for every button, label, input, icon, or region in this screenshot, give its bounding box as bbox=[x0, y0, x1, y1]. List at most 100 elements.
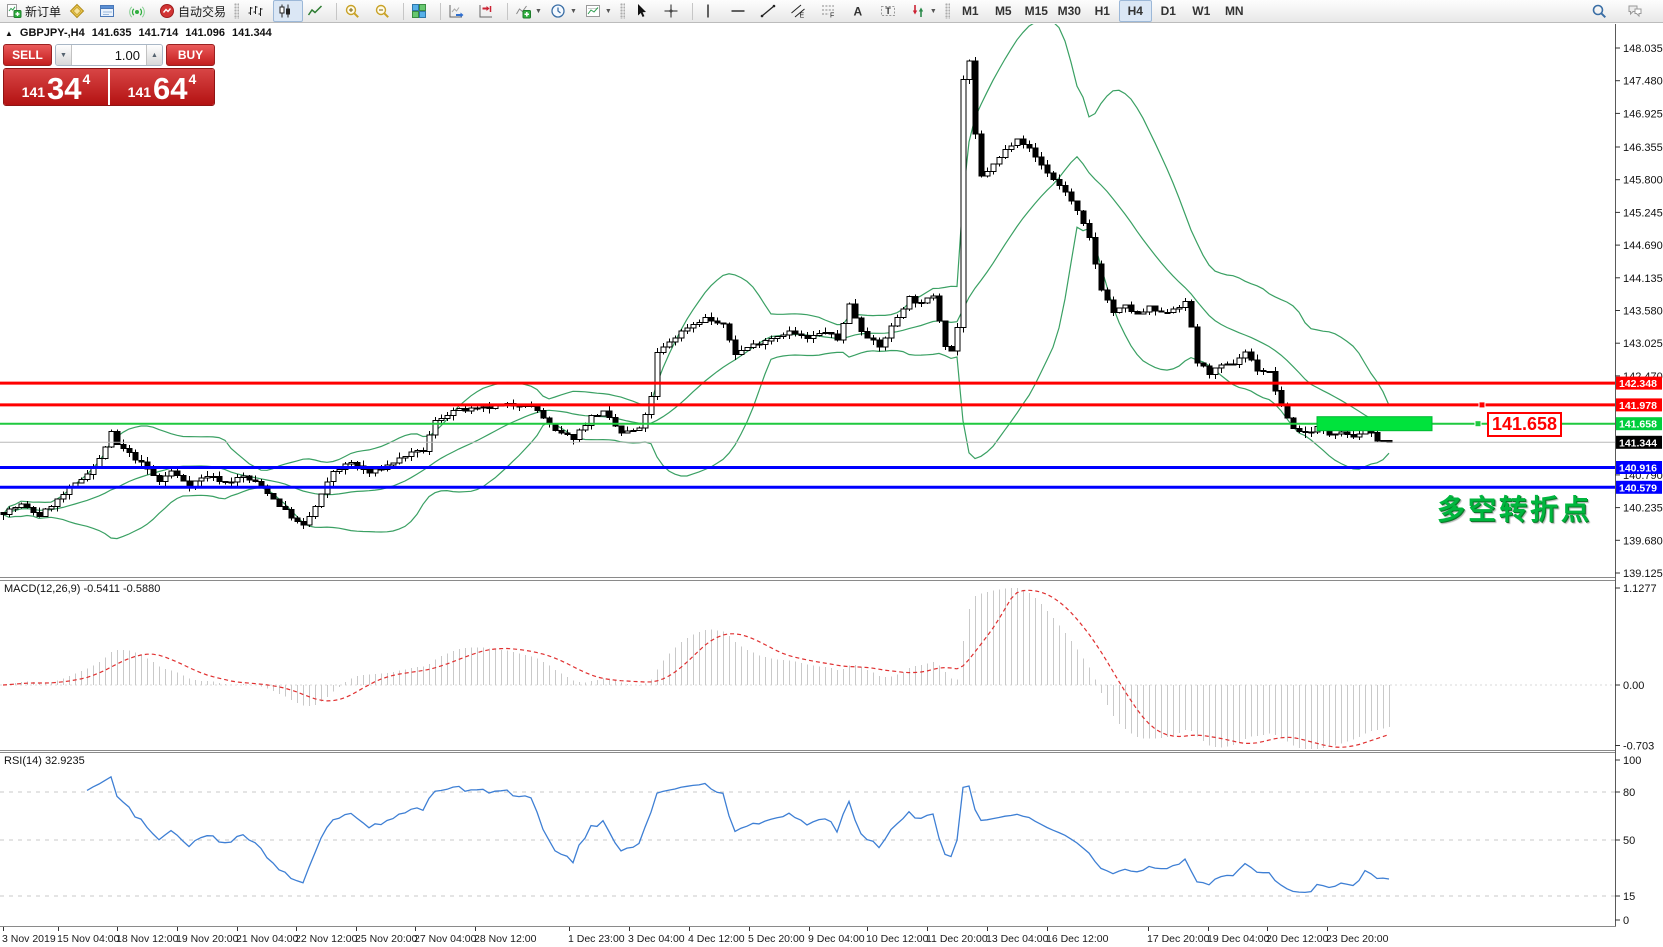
data-window-button[interactable] bbox=[95, 0, 125, 22]
green-zone-rectangle[interactable] bbox=[1316, 416, 1433, 432]
tf-w1-label: W1 bbox=[1192, 4, 1211, 18]
tf-w1-button[interactable]: W1 bbox=[1185, 0, 1218, 22]
text-button[interactable]: A bbox=[846, 0, 876, 22]
fibonacci-button[interactable]: F bbox=[816, 0, 846, 22]
text-icon: A bbox=[850, 3, 866, 19]
tf-h1-button[interactable]: H1 bbox=[1086, 0, 1119, 22]
line-chart-button[interactable] bbox=[303, 0, 333, 22]
tf-m15-button[interactable]: M15 bbox=[1020, 0, 1053, 22]
chat-button[interactable] bbox=[1623, 0, 1653, 22]
crosshair-icon bbox=[663, 3, 679, 19]
tile-windows-button[interactable] bbox=[407, 0, 437, 22]
time-tick-label: 3 Dec 04:00 bbox=[628, 933, 685, 945]
chart-window[interactable]: MACD(12,26,9) -0.5411 -0.5880 RSI(14) 32.… bbox=[0, 24, 1663, 947]
price-tick-label: 146.355 bbox=[1623, 142, 1663, 154]
collapse-icon[interactable]: ▲ bbox=[5, 28, 13, 38]
fibonacci-icon: F bbox=[820, 3, 836, 19]
new-order-button[interactable]: 新订单 bbox=[2, 0, 65, 22]
chart-title-bar: ▲ GBPJPY-,H4 141.635 141.714 141.096 141… bbox=[5, 27, 272, 39]
channel-icon: E bbox=[790, 3, 806, 19]
time-axis[interactable] bbox=[0, 927, 1663, 947]
search-button[interactable] bbox=[1587, 0, 1617, 22]
time-tick-label: 5 Dec 20:00 bbox=[748, 933, 805, 945]
ohlc-close: 141.344 bbox=[232, 27, 272, 39]
chart-shift-button[interactable] bbox=[474, 0, 504, 22]
time-tick-label: 22 Nov 12:00 bbox=[295, 933, 358, 945]
buy-price[interactable]: 141 64 4 bbox=[110, 69, 214, 105]
metaeditor-button[interactable] bbox=[65, 0, 95, 22]
search-icon bbox=[1591, 3, 1607, 19]
time-tick-label: 21 Nov 04:00 bbox=[236, 933, 299, 945]
price-axis[interactable] bbox=[1616, 24, 1663, 927]
zoom-in-button[interactable] bbox=[340, 0, 370, 22]
volume-stepper: ▼ ▲ bbox=[55, 44, 163, 66]
price-chart-canvas[interactable]: MACD(12,26,9) -0.5411 -0.5880 RSI(14) 32.… bbox=[0, 24, 1663, 947]
toolbar-separator bbox=[507, 2, 509, 20]
templates-button[interactable]: ▼ bbox=[581, 0, 616, 22]
periods-button[interactable]: ▼ bbox=[546, 0, 581, 22]
ohlc-open: 141.635 bbox=[91, 27, 132, 39]
text-label-button[interactable]: T bbox=[876, 0, 906, 22]
volume-increase-button[interactable]: ▲ bbox=[146, 45, 162, 65]
dropdown-caret-icon: ▼ bbox=[929, 7, 937, 15]
object-handle[interactable] bbox=[1474, 420, 1482, 428]
time-tick-label: 11 Dec 20:00 bbox=[926, 933, 988, 945]
time-tick-label: 1 Dec 23:00 bbox=[568, 933, 625, 945]
horizontal-line-button[interactable] bbox=[726, 0, 756, 22]
arrows-button[interactable]: ▼ bbox=[906, 0, 941, 22]
vertical-line-button[interactable] bbox=[696, 0, 726, 22]
time-tick-label: 20 Dec 12:00 bbox=[1266, 933, 1329, 945]
crosshair-button[interactable] bbox=[659, 0, 689, 22]
toolbar-separator bbox=[403, 2, 405, 20]
cursor-button[interactable] bbox=[629, 0, 659, 22]
volume-decrease-button[interactable]: ▼ bbox=[56, 45, 72, 65]
macd-histogram bbox=[9, 588, 1390, 749]
tf-h4-button[interactable]: H4 bbox=[1118, 0, 1152, 22]
buy-button[interactable]: BUY bbox=[166, 44, 215, 66]
price-level-callout[interactable]: 141.658 bbox=[1487, 412, 1562, 437]
price-tick-label: 148.035 bbox=[1623, 43, 1663, 55]
dropdown-caret-icon: ▼ bbox=[604, 7, 612, 15]
volume-input[interactable] bbox=[72, 45, 146, 65]
zoom-out-button[interactable] bbox=[370, 0, 400, 22]
signals-icon bbox=[129, 3, 145, 19]
tf-h4-label: H4 bbox=[1127, 4, 1143, 18]
tf-m1-button[interactable]: M1 bbox=[954, 0, 987, 22]
symbol-period-label: GBPJPY-,H4 bbox=[19, 27, 85, 39]
tf-m5-button[interactable]: M5 bbox=[987, 0, 1020, 22]
sell-button[interactable]: SELL bbox=[3, 44, 52, 66]
chart-shift-icon bbox=[478, 3, 494, 19]
tf-m30-button[interactable]: M30 bbox=[1053, 0, 1086, 22]
sell-price[interactable]: 141 34 4 bbox=[4, 69, 108, 105]
line-chart-icon bbox=[307, 3, 323, 19]
tf-d1-button[interactable]: D1 bbox=[1152, 0, 1185, 22]
indicators-button[interactable]: ▼ bbox=[511, 0, 546, 22]
one-click-trading-panel: SELL ▼ ▲ BUY 141 34 4 141 64 4 bbox=[3, 44, 215, 106]
bar-chart-button[interactable] bbox=[243, 0, 273, 22]
arrows-icon bbox=[910, 3, 926, 19]
toolbar: 新订单 自动交易 ▼ ▼ ▼ E F A T ▼ M1 M5 M15 M30 H1 H4 D1 W1 MN bbox=[0, 0, 1663, 23]
time-tick-label: 28 Nov 12:00 bbox=[474, 933, 537, 945]
trendline-button[interactable] bbox=[756, 0, 786, 22]
object-handle[interactable] bbox=[1478, 401, 1486, 409]
zoom-out-icon bbox=[374, 3, 390, 19]
autotrading-button[interactable]: 自动交易 bbox=[155, 0, 230, 22]
rsi-tick-label: 80 bbox=[1623, 787, 1635, 799]
svg-text:T: T bbox=[885, 6, 891, 16]
price-tick-label: 145.245 bbox=[1623, 207, 1663, 219]
equidistant-channel-button[interactable]: E bbox=[786, 0, 816, 22]
toolbar-separator bbox=[336, 2, 338, 20]
rsi-tick-label: 50 bbox=[1623, 835, 1635, 847]
text-label-icon: T bbox=[880, 3, 896, 19]
price-tick-label: 140.235 bbox=[1623, 503, 1663, 515]
templates-icon bbox=[585, 3, 601, 19]
signals-button[interactable] bbox=[125, 0, 155, 22]
svg-text:F: F bbox=[830, 13, 834, 20]
toolbar-right-buttons bbox=[1587, 0, 1661, 22]
candlestick-chart-button[interactable] bbox=[273, 0, 304, 22]
auto-scroll-button[interactable] bbox=[444, 0, 474, 22]
tf-mn-label: MN bbox=[1224, 4, 1244, 18]
price-tick-label: 144.135 bbox=[1623, 273, 1663, 285]
tf-mn-button[interactable]: MN bbox=[1218, 0, 1251, 22]
toolbar-separator bbox=[440, 2, 442, 20]
